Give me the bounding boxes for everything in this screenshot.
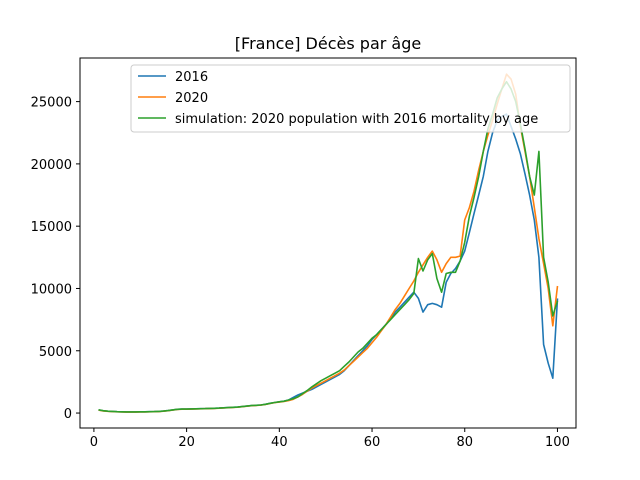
legend: 2016 2020 simulation: 2020 population with… — [130, 64, 571, 133]
x-tick-label: 0 — [90, 435, 98, 450]
y-tick-label: 25000 — [31, 96, 72, 111]
y-tick-label: 15000 — [31, 220, 72, 235]
x-tick-label: 20 — [178, 435, 195, 450]
x-tick-label: 40 — [271, 435, 288, 450]
y-tick-label: 5000 — [39, 345, 72, 360]
y-tick-label: 20000 — [31, 158, 72, 173]
chart-title: [France] Décès par âge — [235, 34, 421, 53]
plot-frame — [79, 57, 577, 429]
y-axis-ticks: 0 5000 10000 15000 20000 25000 — [31, 96, 80, 422]
x-tick-label: 60 — [364, 435, 381, 450]
legend-label-2: simulation: 2020 population with 2016 mo… — [175, 112, 538, 127]
y-tick-label: 10000 — [31, 282, 72, 297]
x-tick-label: 100 — [545, 435, 570, 450]
legend-label-1: 2020 — [175, 91, 208, 106]
x-axis-ticks: 0 20 40 60 80 100 — [90, 428, 570, 450]
series-line-2 — [98, 80, 559, 413]
y-tick-label: 0 — [64, 407, 72, 422]
legend-label-0: 2016 — [175, 70, 208, 85]
x-tick-label: 80 — [456, 435, 473, 450]
legend-box — [130, 64, 571, 133]
series-lines — [98, 73, 559, 413]
